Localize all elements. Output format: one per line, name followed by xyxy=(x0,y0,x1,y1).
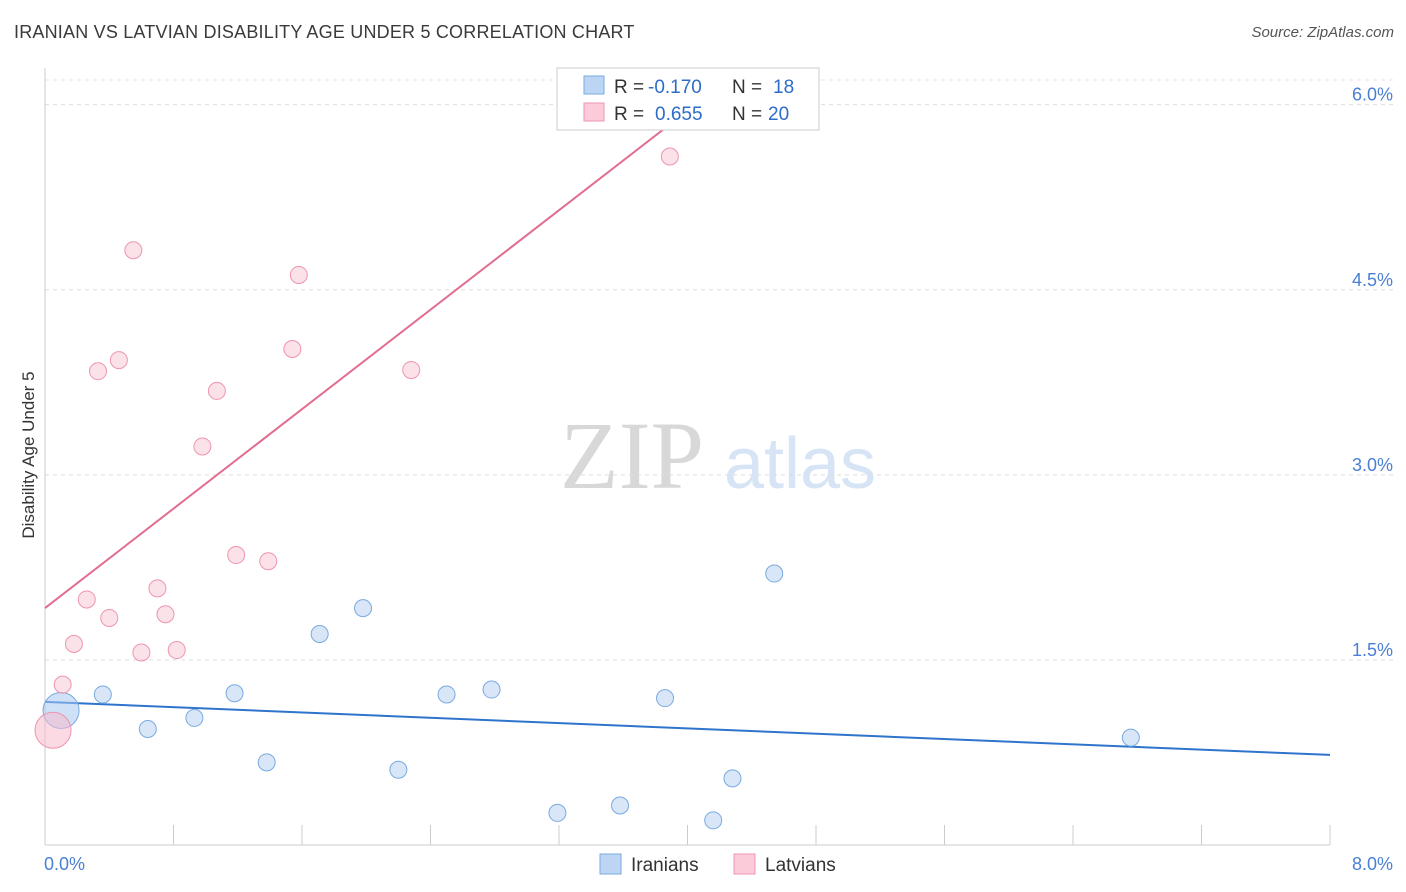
point-latvians xyxy=(53,675,72,694)
legend-swatch-iranians xyxy=(599,853,622,875)
point-iranians xyxy=(611,796,630,815)
point-latvians xyxy=(259,552,278,571)
point-latvians xyxy=(132,643,151,662)
point-latvians xyxy=(660,147,679,166)
point-iranians xyxy=(437,685,456,704)
stats-r-value-2: 0.655 xyxy=(655,104,703,125)
stats-r-label-2: R = xyxy=(614,104,644,125)
point-iranians xyxy=(225,684,244,703)
y-tick-label: 6.0% xyxy=(1352,85,1393,105)
point-iranians xyxy=(548,803,567,822)
point-latvians xyxy=(283,339,302,358)
data-points xyxy=(34,147,1140,830)
point-iranians xyxy=(723,769,742,788)
stats-legend: R = -0.170 N = 18 R = 0.655 N = 20 xyxy=(556,67,820,131)
y-axis-label: Disability Age Under 5 xyxy=(19,371,38,538)
legend-label-iranians: Iranians xyxy=(631,855,699,876)
stats-swatch-latvians xyxy=(583,102,605,122)
trend-line-iranians xyxy=(44,700,1331,756)
stats-n-value-1: 18 xyxy=(773,77,794,98)
gridlines xyxy=(45,79,1395,661)
series-legend: Iranians Latvians xyxy=(599,853,836,876)
point-latvians xyxy=(34,711,72,749)
point-iranians xyxy=(310,625,329,644)
point-iranians xyxy=(138,720,157,739)
stats-r-value-1: -0.170 xyxy=(648,77,702,98)
stats-r-label-1: R = xyxy=(614,77,644,98)
point-iranians xyxy=(257,753,276,772)
point-latvians xyxy=(77,590,96,609)
point-iranians xyxy=(482,680,501,699)
point-latvians xyxy=(148,579,167,598)
point-latvians xyxy=(402,360,421,379)
trend-line-latvians xyxy=(44,122,673,609)
axes xyxy=(44,68,1331,846)
legend-swatch-latvians xyxy=(733,853,756,875)
stats-n-label-1: N = xyxy=(732,77,762,98)
point-iranians xyxy=(1121,728,1140,747)
legend-label-latvians: Latvians xyxy=(765,855,836,876)
y-tick-label: 4.5% xyxy=(1352,270,1393,290)
point-latvians xyxy=(100,608,119,627)
point-iranians xyxy=(704,811,723,830)
stats-n-value-2: 20 xyxy=(768,104,789,125)
chart-title: IRANIAN VS LATVIAN DISABILITY AGE UNDER … xyxy=(14,22,635,42)
x-tick-label-max: 8.0% xyxy=(1352,854,1393,874)
stats-swatch-iranians xyxy=(583,75,605,95)
point-latvians xyxy=(109,351,128,370)
point-iranians xyxy=(185,708,204,727)
tick-labels: 1.5% 3.0% 4.5% 6.0% 0.0% 8.0% xyxy=(44,85,1393,874)
point-iranians xyxy=(354,599,373,618)
point-iranians xyxy=(93,685,112,704)
watermark-zip: ZIP xyxy=(560,402,704,509)
watermark: ZIP atlas xyxy=(560,402,876,509)
point-latvians xyxy=(193,437,212,456)
stats-n-label-2: N = xyxy=(732,104,762,125)
watermark-atlas: atlas xyxy=(724,424,876,504)
point-iranians xyxy=(656,689,675,708)
point-latvians xyxy=(89,362,108,381)
point-iranians xyxy=(389,760,408,779)
source-label: Source: ZipAtlas.com xyxy=(1251,24,1394,41)
point-latvians xyxy=(64,634,83,653)
trend-lines xyxy=(44,122,1331,756)
y-tick-label: 1.5% xyxy=(1352,640,1393,660)
point-latvians xyxy=(227,546,246,565)
x-tick-label-min: 0.0% xyxy=(44,854,85,874)
point-latvians xyxy=(289,265,308,284)
point-iranians xyxy=(765,564,784,583)
point-latvians xyxy=(207,381,226,400)
point-latvians xyxy=(167,641,186,660)
point-latvians xyxy=(124,241,143,260)
point-latvians xyxy=(156,605,175,624)
y-tick-label: 3.0% xyxy=(1352,455,1393,475)
